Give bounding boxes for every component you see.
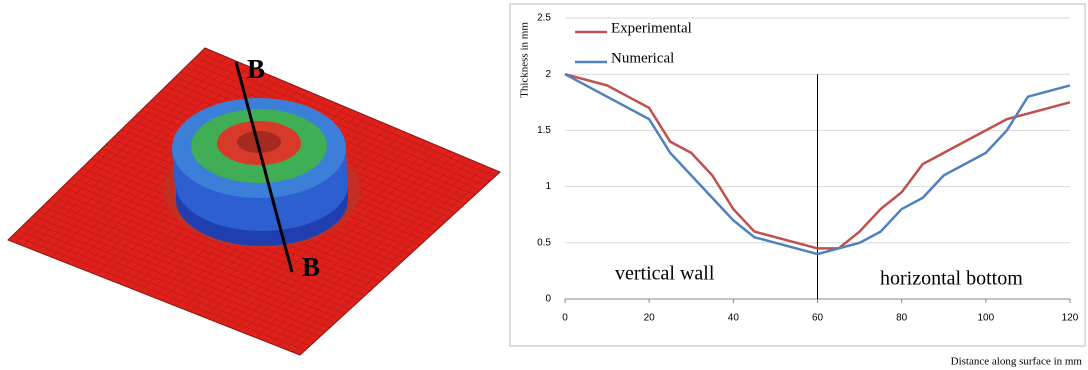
chart-frame	[510, 4, 1085, 346]
legend-label: Experimental	[611, 20, 692, 36]
x-tick-label: 0	[562, 313, 568, 324]
section-label: B	[302, 252, 320, 282]
section-label: B	[247, 54, 265, 84]
x-tick-label: 80	[896, 313, 908, 324]
x-axis-label: Distance along surface in mm	[951, 356, 1083, 368]
y-tick-label: 0.5	[537, 237, 551, 248]
x-tick-label: 100	[977, 313, 994, 324]
y-tick-label: 2	[545, 69, 551, 80]
y-tick-label: 1	[545, 181, 551, 192]
y-tick-label: 1.5	[537, 125, 551, 136]
x-tick-label: 20	[644, 313, 656, 324]
figure: B B Distance along surface in mm Thickne…	[0, 0, 1088, 370]
y-tick-label: 0	[545, 294, 551, 305]
legend-label: Numerical	[611, 50, 674, 66]
y-tick-label: 2.5	[537, 13, 551, 24]
x-tick-label: 120	[1062, 313, 1079, 324]
annotation: vertical wall	[615, 263, 715, 285]
x-tick-label: 40	[728, 313, 740, 324]
x-tick-label: 60	[812, 313, 824, 324]
annotation: horizontal bottom	[880, 268, 1023, 290]
y-axis-label: Thickness in mm	[519, 22, 531, 98]
fe-mesh-illustration: B B	[8, 48, 500, 355]
